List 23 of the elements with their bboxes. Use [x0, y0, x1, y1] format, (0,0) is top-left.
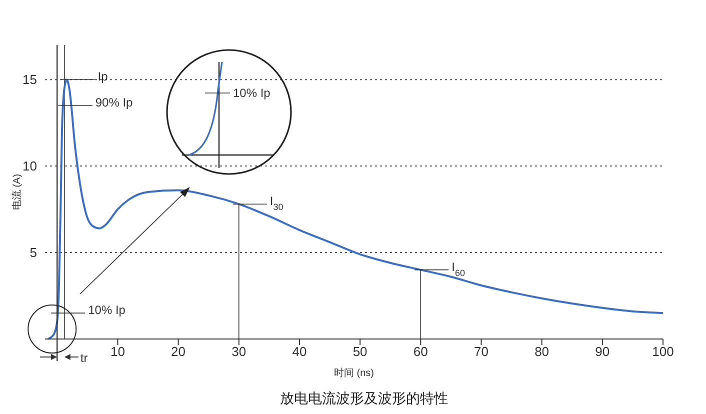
annotation: 10% Ip — [88, 303, 126, 318]
text: 放电电流波形及波形的特性 — [280, 390, 448, 406]
text: tr — [80, 351, 88, 365]
x-tick-label: 20 — [171, 344, 186, 360]
annotation: 90% Ip — [95, 96, 134, 110]
y-axis-title: 电流 (A) — [11, 174, 23, 210]
annotation: I$_{30}$ — [270, 194, 284, 212]
y-tick-label: 15 — [22, 72, 37, 88]
x-tick-label: 60 — [413, 344, 428, 360]
x-tick-label: 70 — [474, 344, 488, 360]
x-tick-label: 40 — [292, 344, 307, 360]
annotation: I$_{60}$ — [452, 260, 466, 278]
annotation: Ip — [98, 70, 108, 84]
x-tick-label: 30 — [232, 344, 246, 360]
y-tick-label: 5 — [30, 245, 37, 260]
x-axis-title: 时间 (ns) — [334, 367, 374, 379]
x-tick-label: 90 — [595, 344, 610, 360]
x-tick-label: 50 — [352, 344, 368, 360]
x-tick-label: 80 — [534, 344, 550, 360]
y-tick-label: 10 — [22, 158, 37, 174]
annotation: 10% Ip — [233, 86, 271, 100]
x-tick-label: 10 — [110, 344, 125, 360]
x-tick-label: 100 — [652, 344, 674, 360]
